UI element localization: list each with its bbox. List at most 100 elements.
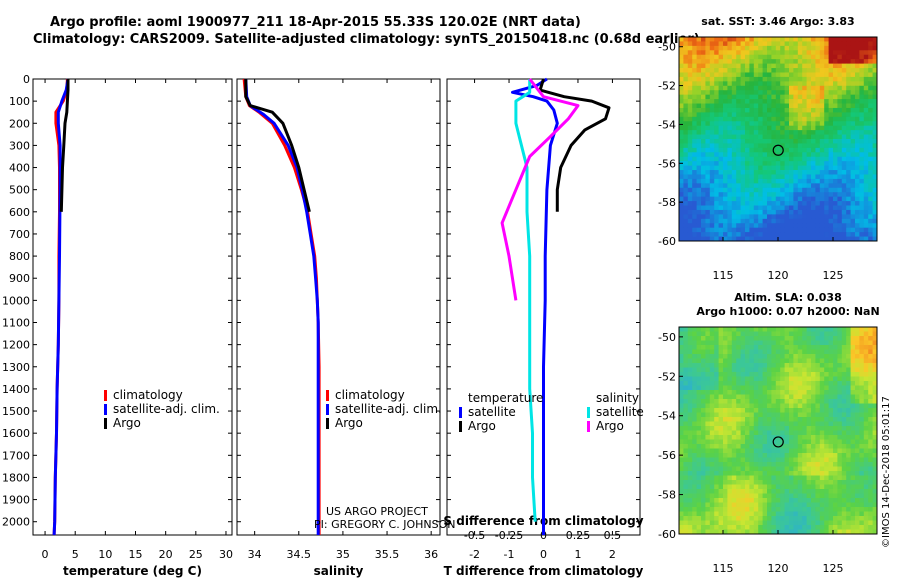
- heatmap-cell: [797, 336, 803, 341]
- heatmap-cell: [859, 170, 865, 175]
- heatmap-cell: [775, 187, 781, 193]
- heatmap-cell: [727, 125, 733, 131]
- heatmap-cell: [758, 85, 763, 91]
- heatmap-cell: [771, 223, 777, 229]
- heatmap-cell: [859, 363, 865, 368]
- heatmap-cell: [819, 489, 825, 494]
- heatmap-cell: [833, 399, 838, 404]
- heatmap-cell: [692, 134, 697, 140]
- heatmap-cell: [850, 466, 856, 472]
- legend-label: satellite-adj. clim.: [335, 402, 442, 416]
- heatmap-cell: [868, 232, 873, 237]
- heatmap-cell: [696, 489, 702, 494]
- map-heatmap-cells: [679, 327, 878, 535]
- heatmap-cell: [749, 493, 755, 499]
- heatmap-cell: [683, 448, 689, 454]
- heatmap-cell: [727, 363, 733, 368]
- heatmap-cell: [855, 340, 860, 346]
- heatmap-cell: [758, 457, 763, 463]
- heatmap-cell: [758, 72, 763, 78]
- heatmap-cell: [771, 236, 777, 242]
- heatmap-cell: [802, 448, 807, 454]
- legend-swatch: [587, 407, 590, 418]
- heatmap-cell: [701, 471, 706, 476]
- heatmap-cell: [683, 511, 689, 517]
- heatmap-cell: [868, 457, 873, 463]
- heatmap-cell: [679, 390, 684, 395]
- heatmap-cell: [806, 453, 812, 458]
- heatmap-cell: [802, 390, 807, 395]
- heatmap-cell: [841, 529, 847, 535]
- heatmap-cell: [828, 493, 834, 499]
- heatmap-cell: [868, 363, 873, 368]
- heatmap-cell: [789, 435, 794, 440]
- heatmap-cell: [815, 170, 821, 175]
- heatmap-cell: [797, 381, 803, 386]
- heatmap-cell: [736, 59, 741, 64]
- heatmap-cell: [841, 223, 847, 229]
- heatmap-cell: [701, 493, 706, 499]
- heatmap-cell: [745, 403, 750, 409]
- heatmap-cell: [714, 354, 719, 359]
- heatmap-cell: [775, 408, 781, 413]
- heatmap-cell: [687, 327, 693, 332]
- heatmap-cell: [723, 336, 728, 341]
- heatmap-cell: [736, 218, 741, 224]
- heatmap-cell: [828, 363, 834, 368]
- heatmap-cell: [828, 63, 834, 69]
- heatmap-cell: [837, 367, 843, 373]
- heatmap-cell: [745, 489, 750, 494]
- heatmap-cell: [780, 457, 785, 463]
- heatmap-cell: [749, 457, 755, 463]
- heatmap-cell: [806, 336, 812, 341]
- heatmap-cell: [872, 72, 878, 78]
- heatmap-cell: [762, 417, 768, 422]
- heatmap-cell: [731, 354, 737, 359]
- heatmap-cell: [696, 156, 702, 162]
- heatmap-cell: [819, 50, 825, 56]
- heatmap-cell: [679, 50, 684, 56]
- heatmap-cell: [780, 484, 785, 490]
- heatmap-cell: [731, 201, 737, 206]
- heatmap-cell: [683, 385, 689, 391]
- heatmap-cell: [762, 345, 768, 350]
- heatmap-cell: [771, 121, 777, 127]
- heatmap-cell: [797, 99, 803, 104]
- heatmap-cell: [679, 498, 684, 503]
- heatmap-cell: [780, 480, 785, 485]
- heatmap-cell: [749, 81, 755, 87]
- heatmap-cell: [758, 68, 763, 73]
- heatmap-cell: [709, 165, 715, 171]
- heatmap-cell: [789, 426, 794, 431]
- heatmap-cell: [784, 516, 790, 521]
- heatmap-cell: [859, 475, 865, 481]
- heatmap-cell: [850, 218, 856, 224]
- heatmap-cell: [696, 134, 702, 140]
- heatmap-cell: [811, 209, 816, 215]
- heatmap-cell: [850, 94, 856, 100]
- heatmap-cell: [784, 399, 790, 404]
- heatmap-cell: [749, 444, 755, 449]
- heatmap-cell: [837, 453, 843, 458]
- heatmap-cell: [797, 430, 803, 436]
- heatmap-cell: [727, 90, 733, 96]
- heatmap-cell: [701, 412, 706, 418]
- heatmap-cell: [723, 147, 728, 153]
- heatmap-cell: [683, 63, 689, 69]
- heatmap-cell: [841, 201, 847, 206]
- heatmap-cell: [745, 498, 750, 503]
- heatmap-cell: [872, 412, 878, 418]
- heatmap-cell: [841, 484, 847, 490]
- heatmap-cell: [687, 349, 693, 355]
- heatmap-cell: [811, 399, 816, 404]
- heatmap-cell: [841, 45, 847, 51]
- heatmap-cell: [718, 125, 724, 131]
- heatmap-cell: [762, 192, 768, 198]
- heatmap-cell: [727, 511, 733, 517]
- heatmap-cell: [723, 390, 728, 395]
- heatmap-cell: [679, 448, 684, 454]
- heatmap-cell: [789, 507, 794, 512]
- heatmap-cell: [828, 498, 834, 503]
- heatmap-cell: [850, 390, 856, 395]
- heatmap-cell: [692, 381, 697, 386]
